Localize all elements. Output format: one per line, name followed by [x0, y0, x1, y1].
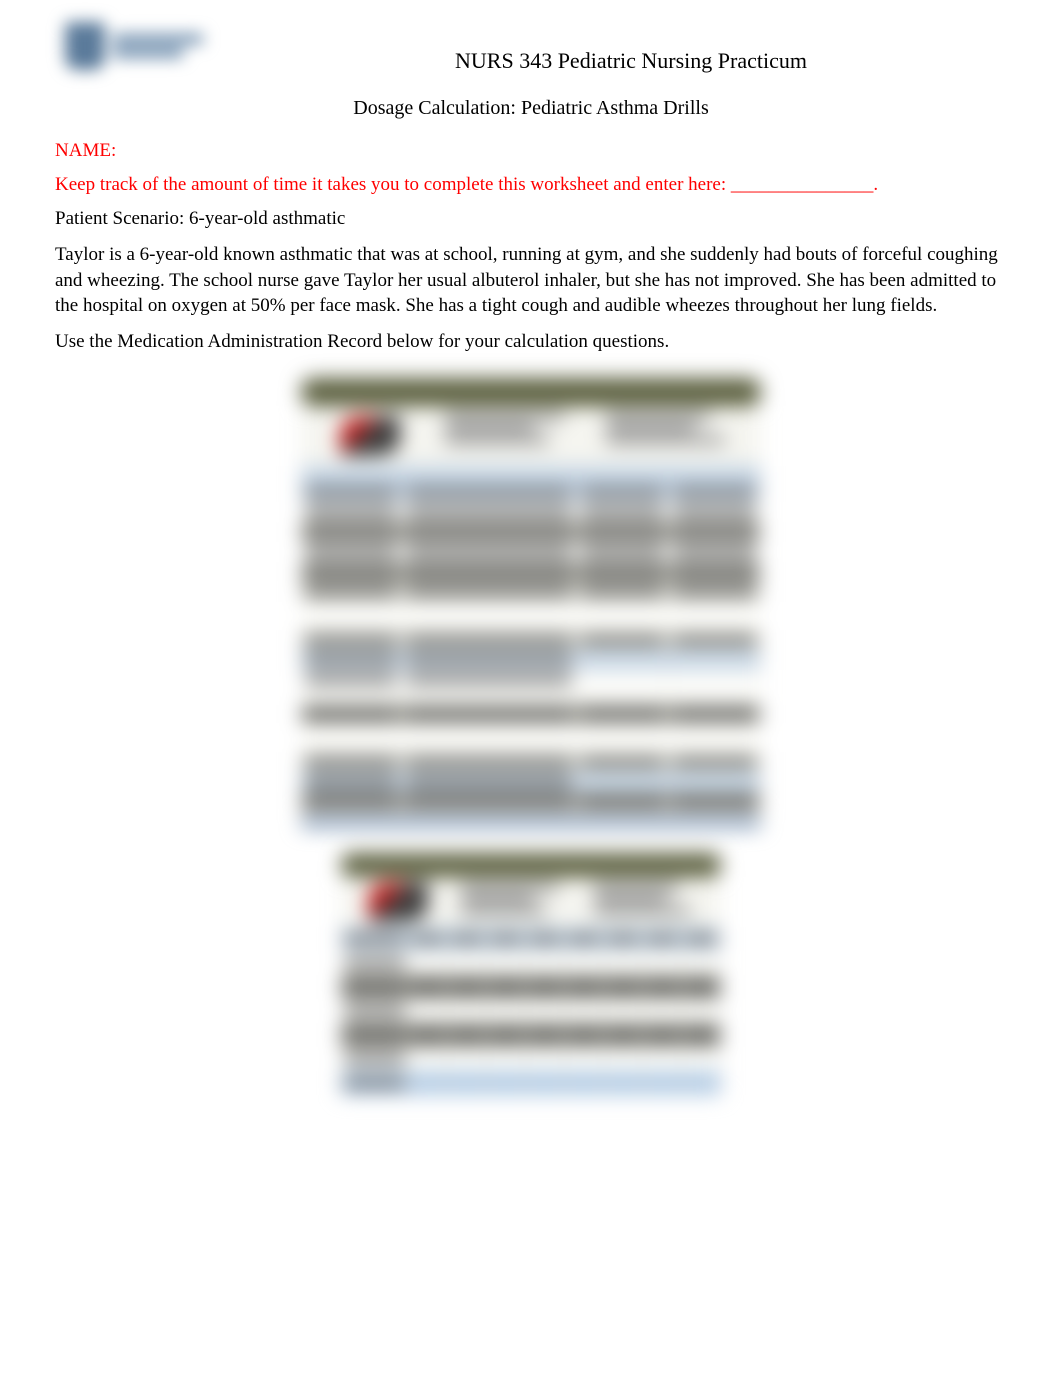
mar1-section-header: [301, 466, 761, 482]
info-line: [461, 895, 534, 903]
table-row: [301, 482, 761, 502]
mar2-info-left: [455, 877, 588, 927]
info-line: [606, 412, 710, 420]
table-row: [341, 975, 721, 999]
mar1-hospital-logo: [301, 406, 439, 466]
info-line: [445, 436, 549, 444]
info-line: [594, 895, 667, 903]
logo-text-line: [113, 34, 203, 44]
table-row: [301, 582, 761, 602]
institution-logo: [55, 10, 255, 82]
info-line: [594, 883, 679, 891]
table-row: [301, 502, 761, 522]
table-row: [301, 724, 761, 752]
mar1-patient-info: [301, 406, 761, 466]
table-row: [301, 562, 761, 582]
logo-text: [113, 34, 203, 58]
table-row: [341, 951, 721, 975]
mar2-info-right: [588, 877, 721, 927]
mar-images-container: [55, 378, 1007, 1095]
table-row: [301, 792, 761, 812]
scenario-heading: Patient Scenario: 6-year-old asthmatic: [55, 208, 1007, 230]
document-subtitle: Dosage Calculation: Pediatric Asthma Dri…: [55, 97, 1007, 120]
mar-table-1: [301, 378, 761, 828]
info-line: [445, 412, 564, 420]
table-row: [341, 927, 721, 951]
info-line: [445, 424, 534, 432]
scenario-body: Taylor is a 6-year-old known asthmatic t…: [55, 242, 1007, 319]
document-header: NURS 343 Pediatric Nursing Practicum: [55, 10, 1007, 82]
table-row: [301, 542, 761, 562]
table-row: [301, 704, 761, 724]
table-row: [301, 690, 761, 704]
table-row: [301, 752, 761, 772]
table-row: [341, 1047, 721, 1071]
table-row: [301, 670, 761, 690]
mar2-header-bar: [341, 853, 721, 877]
mar1-info-left: [439, 406, 600, 466]
info-line: [594, 907, 691, 915]
mar2-patient-info: [341, 877, 721, 927]
info-line: [606, 436, 725, 444]
table-row: [301, 522, 761, 542]
course-title: NURS 343 Pediatric Nursing Practicum: [255, 18, 1007, 74]
info-line: [606, 424, 695, 432]
hospital-logo-icon: [368, 882, 428, 922]
mar2-hospital-logo: [341, 877, 455, 927]
table-row: [341, 1023, 721, 1047]
table-row: [341, 1071, 721, 1095]
mar1-info-right: [600, 406, 761, 466]
name-label: NAME:: [55, 140, 1007, 162]
table-row: [301, 650, 761, 670]
info-line: [461, 883, 558, 891]
time-tracking-instruction: Keep track of the amount of time it take…: [55, 174, 1007, 196]
table-row: [301, 630, 761, 650]
mar-table-2: [341, 853, 721, 1095]
hospital-logo-icon: [340, 416, 400, 456]
table-row: [341, 999, 721, 1023]
logo-shield-icon: [65, 22, 105, 70]
mar1-header-bar: [301, 378, 761, 406]
table-row: [301, 772, 761, 792]
mar2-schedule-grid: [341, 927, 721, 1095]
mar1-footer: [301, 818, 761, 828]
table-row: [301, 602, 761, 630]
info-line: [461, 907, 546, 915]
logo-text-line: [113, 48, 183, 58]
mar-instruction: Use the Medication Administration Record…: [55, 331, 1007, 353]
